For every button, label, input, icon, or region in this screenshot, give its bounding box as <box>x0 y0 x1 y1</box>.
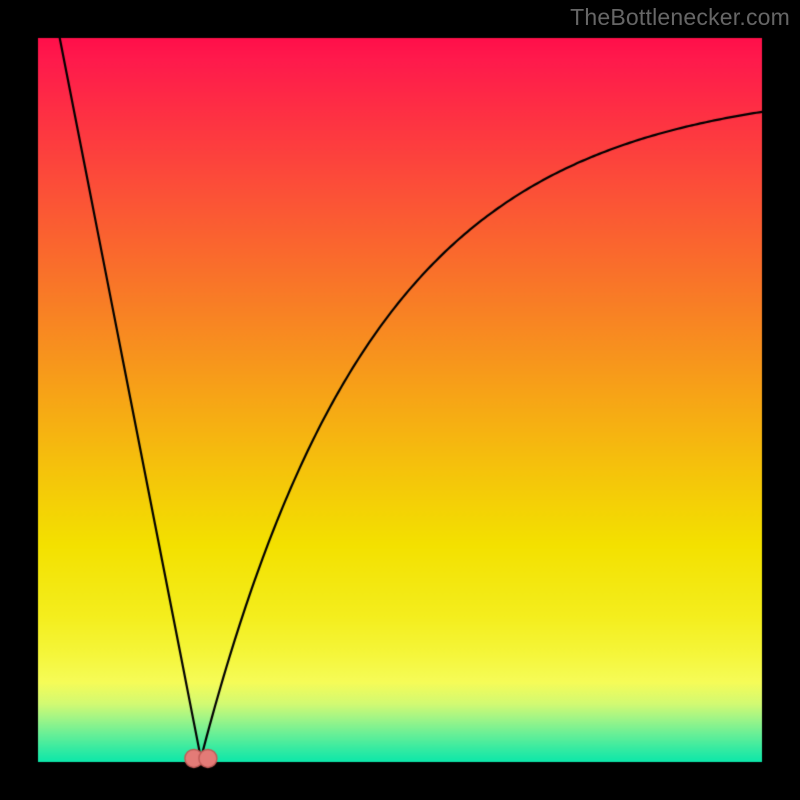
watermark-text: TheBottlenecker.com <box>570 4 790 31</box>
bottleneck-chart-canvas <box>0 0 800 800</box>
chart-container: TheBottlenecker.com <box>0 0 800 800</box>
